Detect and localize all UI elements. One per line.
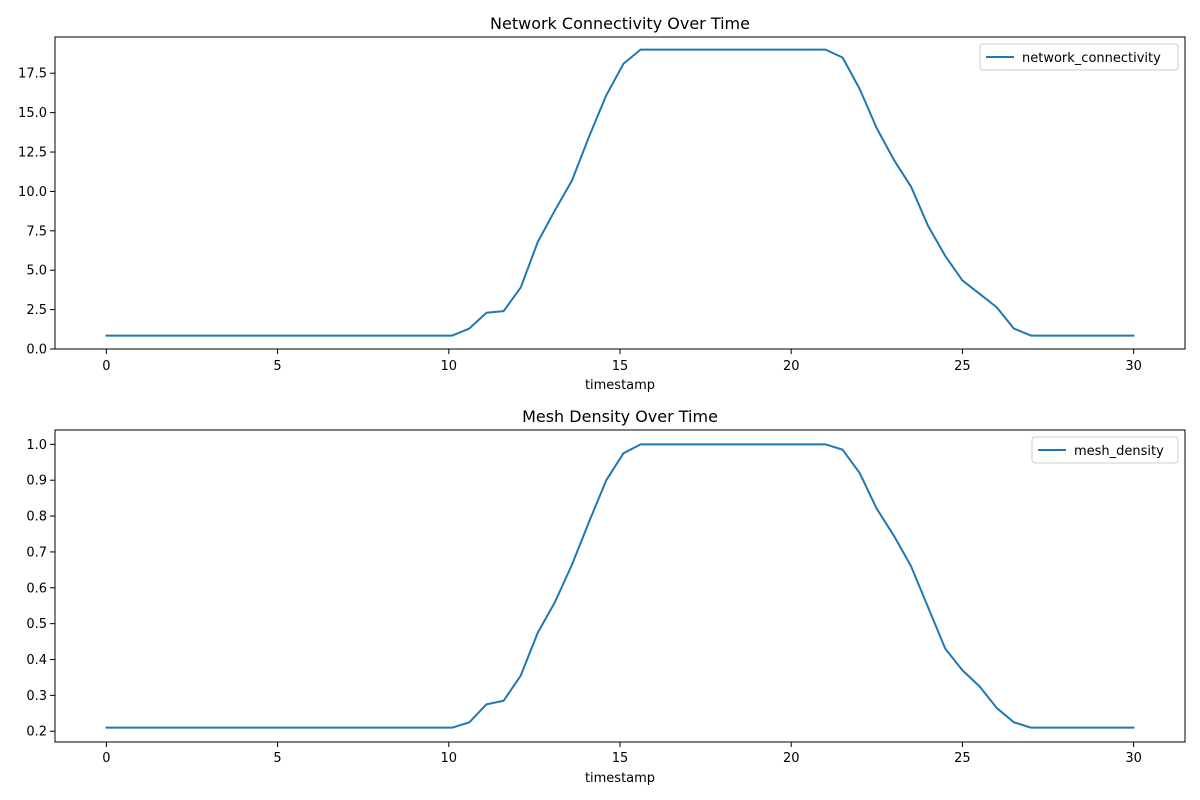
x-tick-label: 30 — [1125, 751, 1142, 766]
chart-title: Mesh Density Over Time — [522, 407, 718, 426]
series-line-network_connectivity — [105, 48, 1135, 337]
y-tick-label: 0.8 — [26, 510, 47, 525]
chart-title: Network Connectivity Over Time — [490, 14, 750, 33]
x-tick-label: 25 — [954, 751, 971, 766]
x-tick-label: 15 — [612, 751, 629, 766]
y-tick-label: 0.7 — [26, 545, 47, 560]
legend: mesh_density — [1031, 436, 1179, 464]
x-tick-label: 15 — [612, 359, 629, 374]
y-tick-label: 2.5 — [26, 303, 47, 318]
x-tick-label: 20 — [783, 359, 800, 374]
chart-1: Network Connectivity Over Time 0 5 10 15 20 25… — [18, 14, 1186, 393]
x-tick-label: 10 — [441, 751, 458, 766]
x-axis-label: timestamp — [585, 771, 655, 786]
x-tick-label: 5 — [273, 751, 281, 766]
x-tick-label: 0 — [102, 751, 110, 766]
y-tick-label: 17.5 — [18, 67, 47, 82]
y-tick-label: 0.9 — [26, 474, 47, 489]
x-tick-label: 20 — [783, 751, 800, 766]
y-tick-label: 15.0 — [18, 106, 47, 121]
legend-label: network_connectivity — [1022, 51, 1161, 66]
x-tick-label: 25 — [954, 359, 971, 374]
y-tick-label: 0.0 — [26, 343, 47, 358]
x-tick-label: 10 — [441, 359, 458, 374]
series-line-mesh_density — [105, 443, 1135, 729]
y-tick-label: 0.2 — [26, 725, 47, 740]
y-tick-label: 0.6 — [26, 581, 47, 596]
legend-box — [979, 43, 1179, 71]
y-tick-label: 0.3 — [26, 689, 47, 704]
x-tick-label: 5 — [273, 359, 281, 374]
y-tick-label: 7.5 — [26, 224, 47, 239]
y-tick-label: 12.5 — [18, 146, 47, 161]
y-tick-label: 0.4 — [26, 653, 47, 668]
y-tick-label: 10.0 — [18, 185, 47, 200]
x-tick-label: 0 — [102, 359, 110, 374]
chart-2: Mesh Density Over Time 0 5 10 15 20 25 30 0.2 0.3… — [26, 407, 1186, 786]
x-axis-label: timestamp — [585, 378, 655, 393]
y-tick-label: 0.5 — [26, 617, 47, 632]
legend: network_connectivity — [979, 43, 1179, 71]
legend-label: mesh_density — [1074, 444, 1164, 459]
y-tick-label: 5.0 — [26, 264, 47, 279]
y-tick-label: 1.0 — [26, 438, 47, 453]
legend-box — [1031, 436, 1179, 464]
x-tick-label: 30 — [1125, 359, 1142, 374]
